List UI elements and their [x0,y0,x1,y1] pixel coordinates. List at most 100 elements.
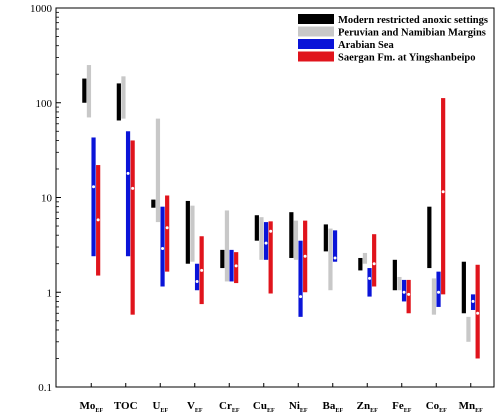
median-point [299,295,303,299]
y-tick-label: 100 [36,98,53,110]
x-tick-label-sub: EF [195,408,203,414]
range-bar [91,137,96,257]
range-bar [332,230,338,262]
legend-swatch [298,14,334,24]
range-bar [263,222,269,260]
median-point [372,262,376,266]
median-point [303,254,307,258]
range-bar [194,263,200,291]
median-point [96,218,100,222]
x-tick-label: CuEF [253,400,275,414]
x-tick-label-sub: EF [95,408,103,414]
range-bar [427,206,432,269]
plot-frame [55,7,495,388]
range-bar [441,98,446,295]
x-tick-label: ZnEF [357,400,378,414]
x-tick-label: MoEF [79,400,103,414]
range-bar [86,65,92,118]
x-tick-label-main: V [187,400,195,412]
legend-swatch [298,51,334,62]
x-tick-label: BaEF [322,400,343,414]
median-point [402,290,406,294]
median-point [333,256,337,260]
range-bar [190,205,195,262]
range-bar [125,131,131,257]
x-tick-label: TOC [114,400,138,412]
range-bar [475,264,480,359]
x-tick-label-main: Mn [459,400,476,412]
x-tick-label-main: Cu [253,400,267,412]
y-tick-label: 0.1 [38,382,52,394]
range-bar [298,240,303,317]
x-tick-label-main: Cr [219,400,232,412]
range-bar [229,249,234,282]
range-bar [155,118,161,223]
range-bar [151,199,156,208]
range-bar [436,271,441,307]
range-bar [431,278,437,315]
range-bar [268,221,273,294]
range-bar [406,279,411,314]
range-bars [82,65,480,359]
range-bar [121,76,126,119]
median-point [441,190,445,194]
x-tick-label-sub: EF [439,408,447,414]
median-point [92,185,96,189]
legend-swatch [298,39,334,49]
legend-label: Modern restricted anoxic settings [338,15,488,26]
x-tick-label-main: Fe [392,400,404,412]
legend: Modern restricted anoxic settings Peruvia… [298,14,488,64]
range-bar [367,268,372,297]
x-tick-label: MnEF [459,400,484,414]
range-bar [220,249,225,269]
x-axis: MoEF TOC UEF VEF CrEF CuEF NiEF BaEF ZnEF FeEF CoE… [79,383,483,414]
median-point [407,292,411,296]
median-point [234,264,238,268]
range-bar [397,276,402,291]
range-bar [160,206,165,287]
legend-swatch [298,26,334,37]
x-tick-label-main: U [152,400,160,412]
median-point [195,279,199,283]
range-bar [362,252,368,264]
range-bar [461,261,466,314]
range-bar [234,252,239,284]
range-bar [328,228,333,291]
legend-label: Arabian Sea [338,40,394,51]
x-tick-label-sub: EF [232,408,240,414]
x-tick-label-main: Zn [357,400,370,412]
x-tick-label: UEF [152,400,168,414]
x-tick-label: VEF [187,400,203,414]
median-point [269,229,273,233]
range-bar [165,195,170,272]
x-tick-label-main: TOC [114,400,138,412]
x-tick-label-main: Ba [322,400,335,412]
median-point [471,299,475,303]
range-bar [323,224,328,252]
x-tick-label-sub: EF [370,408,378,414]
range-bar [130,140,135,315]
range-bar [372,234,377,287]
range-bar [466,316,471,342]
median-point [437,290,441,294]
median-point [368,276,372,280]
range-bar [82,78,87,103]
range-bar [289,212,294,258]
legend-label: Peruvian and Namibian Margins [338,28,486,39]
x-tick-label-sub: EF [404,408,412,414]
median-point [161,246,165,250]
x-tick-label-sub: EF [300,408,308,414]
legend-label: Saergan Fm. at Yingshanbeipo [338,53,476,64]
median-point [264,241,268,245]
x-tick-label-sub: EF [160,408,168,414]
median-point [126,171,130,175]
range-bar [358,257,363,271]
range-bar [254,215,259,241]
median-point [200,268,204,272]
x-tick-label-main: Ni [289,400,300,412]
range-bar [116,83,121,121]
x-tick-label-sub: EF [335,408,343,414]
x-tick-label-sub: EF [267,408,275,414]
